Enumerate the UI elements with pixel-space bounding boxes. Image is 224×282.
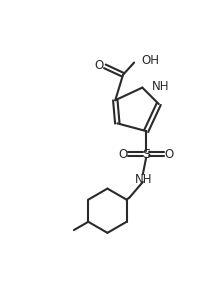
Text: NH: NH — [135, 173, 153, 186]
Text: O: O — [118, 148, 127, 161]
Text: OH: OH — [142, 54, 160, 67]
Text: NH: NH — [152, 80, 169, 93]
Text: O: O — [95, 59, 104, 72]
Text: S: S — [142, 148, 150, 161]
Text: O: O — [165, 148, 174, 161]
